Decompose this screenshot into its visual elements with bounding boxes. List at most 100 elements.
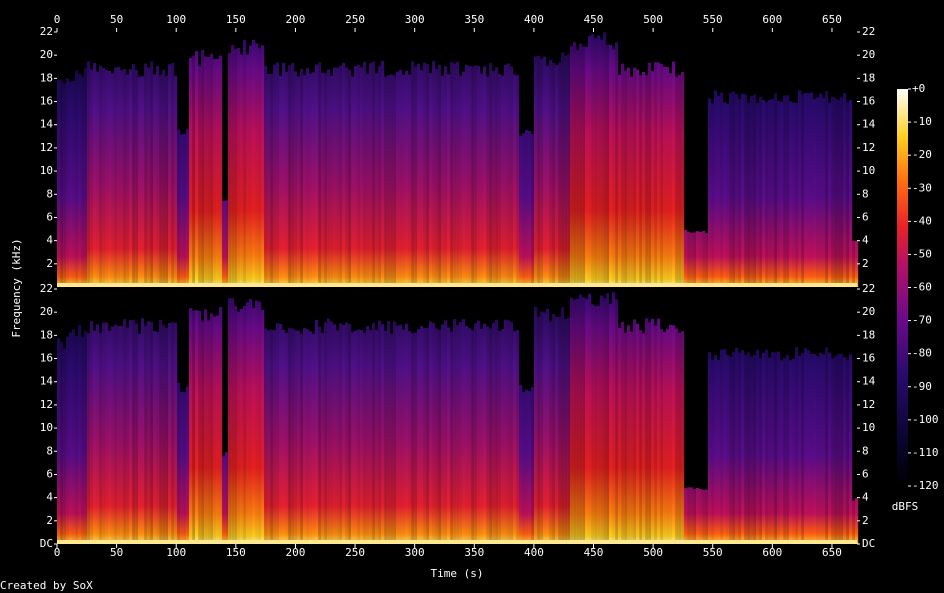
spectrogram-column xyxy=(369,330,373,544)
spectrogram-column xyxy=(447,327,451,544)
spectrogram-column xyxy=(162,325,166,544)
spectrogram-column xyxy=(651,318,655,544)
spectrogram-column xyxy=(57,79,61,288)
spectrogram-column xyxy=(480,73,484,287)
spectrogram-column xyxy=(474,65,478,288)
spectrogram-column xyxy=(99,65,103,288)
spectrogram-column xyxy=(648,62,652,287)
spectrogram-column xyxy=(363,61,367,288)
x-tick-label: 100 xyxy=(166,13,186,26)
spectrogram-column xyxy=(678,74,682,287)
spectrogram-column xyxy=(321,332,325,544)
spectrogram-column xyxy=(147,321,151,544)
spectrogram-column xyxy=(447,74,451,288)
y-tick-label: 16 xyxy=(862,95,875,108)
spectrogram-column xyxy=(843,93,847,287)
y-tick-label: 8 xyxy=(862,444,869,457)
spectrogram-column xyxy=(552,63,556,288)
spectrogram-column xyxy=(831,96,835,287)
spectrogram-column xyxy=(168,64,172,288)
spectrogram-column xyxy=(849,100,853,287)
spectrogram-column xyxy=(855,240,859,287)
spectrogram-column xyxy=(111,73,115,287)
spectrogram-column xyxy=(609,303,613,544)
spectrogram-column xyxy=(60,342,64,544)
spectrogram-column xyxy=(324,322,328,544)
spectrogram-column xyxy=(210,53,214,287)
y-tick-label: 6 xyxy=(862,210,869,223)
spectrogram-column xyxy=(114,67,118,288)
spectrogram-column xyxy=(378,320,382,544)
spectrogram-column xyxy=(159,319,163,544)
spectrogram-column xyxy=(237,48,241,287)
spectrogram-column xyxy=(642,72,646,288)
y-tick-label: 4 xyxy=(862,491,869,504)
spectrogram-column xyxy=(372,322,376,544)
spectrogram-column xyxy=(432,322,436,544)
spectrogram-column xyxy=(822,354,826,544)
spectrogram-column xyxy=(336,67,340,287)
spectrogram-column xyxy=(477,66,481,287)
y-tick-label: 8 xyxy=(46,444,53,457)
spectrogram-column xyxy=(120,70,124,288)
y-tick-label: 12 xyxy=(40,398,53,411)
spectrogram-column xyxy=(537,55,541,287)
spectrogram-column xyxy=(132,319,136,544)
colorbar-tick-label: -40 xyxy=(912,214,932,227)
spectrogram-column xyxy=(630,76,634,287)
spectrogram-column xyxy=(375,329,379,544)
spectrogram-column xyxy=(366,326,370,544)
spectrogram-column xyxy=(72,329,76,544)
spectrogram-column xyxy=(354,65,358,287)
x-tick-label: 350 xyxy=(464,546,484,559)
spectrogram-column xyxy=(825,347,829,544)
spectrogram-column xyxy=(840,97,844,287)
spectrogram-column xyxy=(441,75,445,288)
spectrogram-column xyxy=(375,73,379,288)
spectrogram-column xyxy=(774,352,778,544)
spectrogram-column xyxy=(456,61,460,288)
colorbar-tick-label: -10 xyxy=(912,115,932,128)
spectrogram-column xyxy=(579,43,583,288)
spectrogram-column xyxy=(303,327,307,544)
spectrogram-column xyxy=(855,498,859,544)
y-tick-label: 14 xyxy=(40,118,54,131)
spectrogram-column xyxy=(75,70,79,288)
spectrogram-column xyxy=(258,48,262,287)
spectrogram-column xyxy=(132,63,136,287)
x-tick-label: 150 xyxy=(226,546,246,559)
x-tick-label: 250 xyxy=(345,13,365,26)
spectrogram-column xyxy=(417,63,421,287)
spectrogram-column xyxy=(348,323,352,544)
spectrogram-column xyxy=(780,101,784,287)
y-tick-label: 8 xyxy=(862,187,869,200)
spectrogram-column xyxy=(90,321,94,544)
x-tick-label: 550 xyxy=(703,546,723,559)
y-tick-label: 6 xyxy=(46,210,53,223)
spectrogram-column xyxy=(792,102,796,287)
x-tick-label: 600 xyxy=(762,13,782,26)
spectrogram-column xyxy=(273,330,277,544)
spectrogram-column xyxy=(441,324,445,544)
spectrogram-column xyxy=(720,349,724,544)
y-tick-label: 20 xyxy=(40,305,53,318)
x-tick-label: 0 xyxy=(54,546,61,559)
spectrogram-column xyxy=(273,64,277,287)
y-tick-label: 16 xyxy=(862,352,875,365)
spectrogram-column xyxy=(492,322,496,544)
spectrogram-column xyxy=(732,91,736,288)
spectrogram-column xyxy=(831,358,835,544)
spectrogram-column xyxy=(396,71,400,287)
spectrogram-column xyxy=(498,73,502,287)
spectrogram-column xyxy=(480,328,484,544)
colorbar-tick-label: -50 xyxy=(912,247,932,260)
spectrogram-column xyxy=(207,56,211,288)
y-tick-label: 18 xyxy=(862,328,875,341)
spectrogram-column xyxy=(549,321,553,544)
spectrogram-column xyxy=(282,329,286,544)
spectrogram-column xyxy=(177,129,181,287)
spectrogram-column xyxy=(225,452,229,544)
y-axis-label: Frequency (kHz) xyxy=(10,238,23,337)
spectrogram-column xyxy=(258,301,262,544)
spectrogram-column xyxy=(489,62,493,287)
